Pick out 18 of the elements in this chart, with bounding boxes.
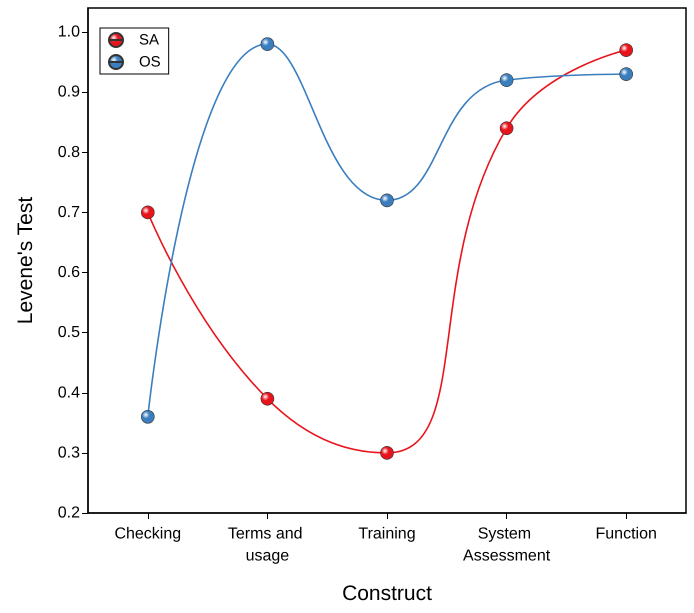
y-tick-label: 0.3 — [58, 444, 80, 462]
legend-label: OS — [139, 54, 161, 70]
y-tick-label: 0.7 — [58, 204, 80, 221]
y-tick-label: 0.8 — [58, 144, 80, 161]
y-axis-title: Levene's Test — [14, 196, 37, 324]
y-tick-label: 0.4 — [58, 384, 80, 402]
x-tick-label: Function — [596, 526, 657, 542]
y-tick-label: 0.9 — [58, 84, 80, 101]
x-tick-label: Checking — [114, 526, 182, 542]
y-tick-label: 0.6 — [58, 264, 80, 282]
x-tick-label: Training — [358, 526, 416, 542]
y-tick-label: 0.5 — [58, 324, 80, 342]
legend-label: SA — [139, 32, 160, 48]
y-tick-label: 1.0 — [58, 24, 80, 41]
x-axis-title: Construct — [342, 582, 432, 605]
x-tick-label: Terms and usage — [228, 526, 307, 564]
x-tick-label: System Assessment — [463, 526, 551, 564]
y-tick-label: 0.2 — [58, 504, 80, 522]
